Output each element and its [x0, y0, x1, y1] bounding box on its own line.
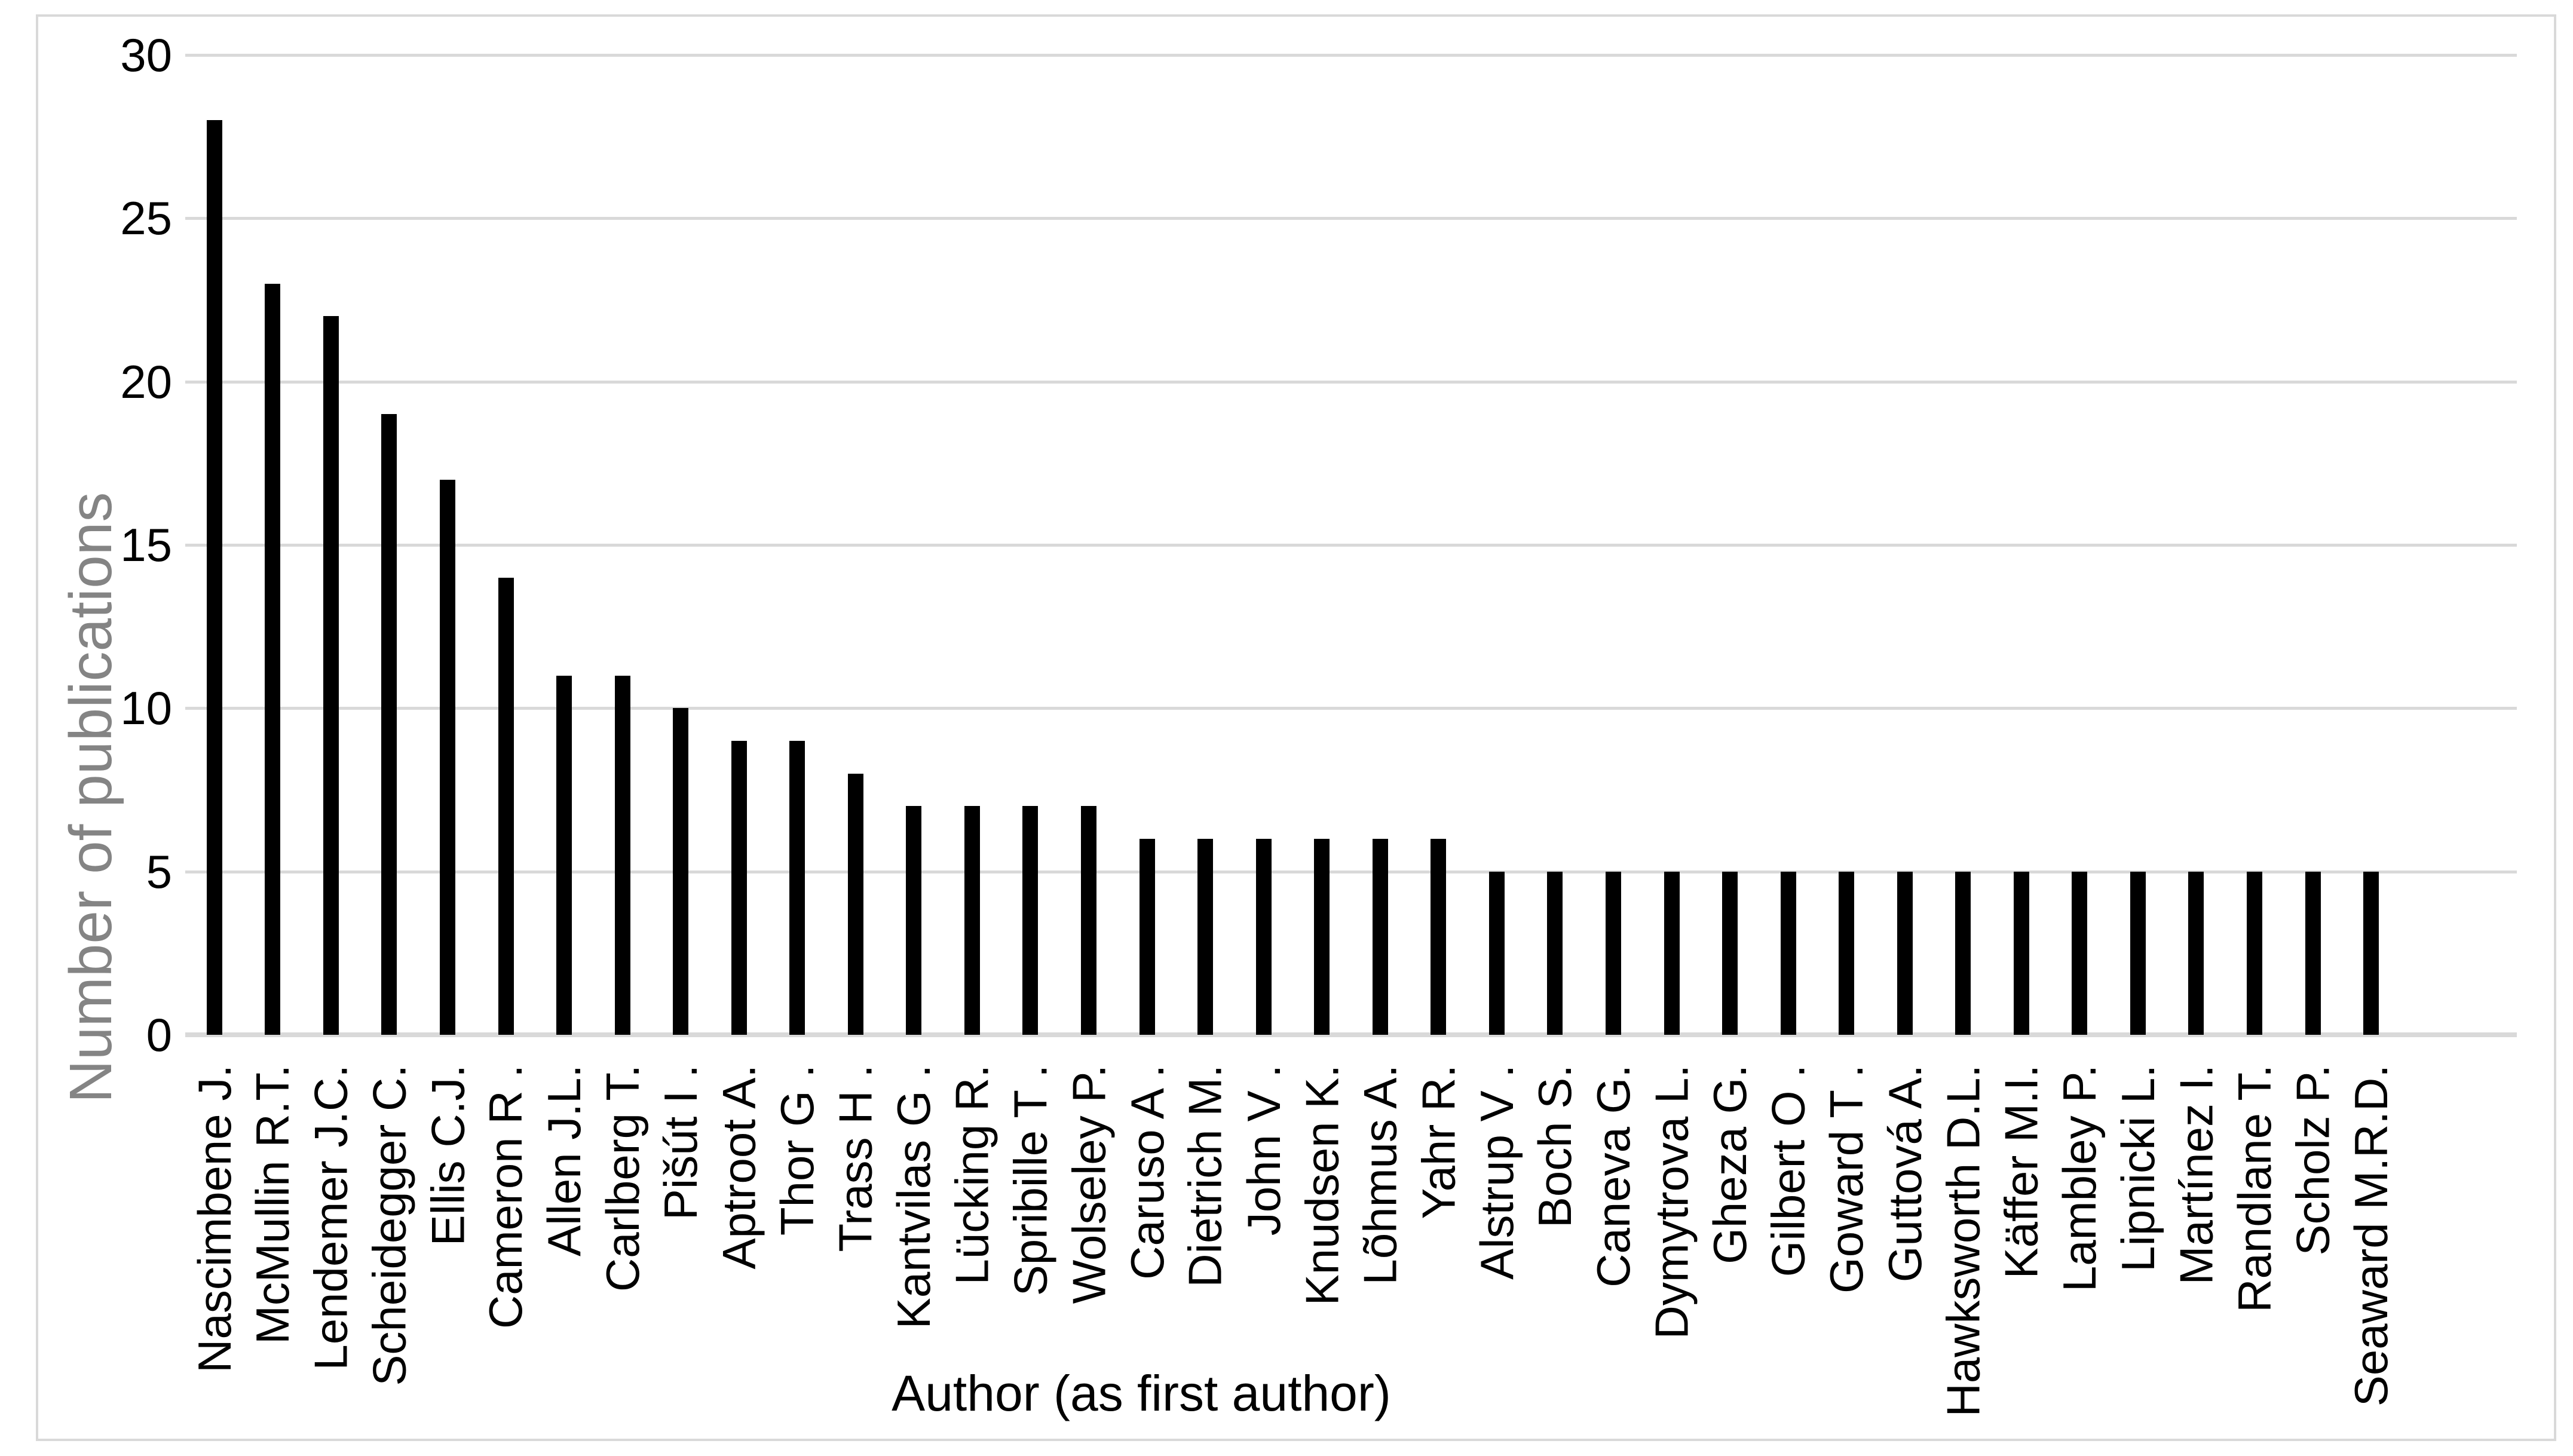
x-category-label: Lücking R. [945, 1065, 998, 1285]
x-category-label: Caruso A . [1120, 1065, 1174, 1280]
x-category-label: Carlberg T. [596, 1065, 649, 1292]
x-category-label: Alstrup V . [1470, 1065, 1523, 1280]
x-axis-title: Author (as first author) [892, 1365, 1391, 1421]
x-category-label: Aptroot A. [712, 1065, 765, 1270]
x-category-label: Lõhmus A. [1353, 1065, 1407, 1285]
bar [1547, 871, 1563, 1035]
bar [1255, 839, 1272, 1035]
bar [1488, 871, 1505, 1035]
bar [556, 675, 572, 1035]
bar [265, 283, 281, 1035]
bar [2188, 871, 2204, 1035]
bar [381, 414, 397, 1035]
bar [614, 675, 630, 1035]
x-category-label: Ellis C.J. [421, 1065, 474, 1246]
bar [439, 479, 455, 1035]
bar [1431, 839, 1447, 1035]
gridline-25 [185, 217, 2517, 220]
y-tick-label: 10 [120, 682, 172, 735]
x-category-label: Trass H . [829, 1065, 882, 1252]
y-tick-label: 15 [120, 519, 172, 571]
bar [847, 773, 863, 1035]
y-tick-label: 0 [146, 1009, 172, 1061]
x-category-label: Scheidegger C. [363, 1065, 416, 1386]
bar [206, 120, 222, 1035]
bar [1314, 839, 1330, 1035]
x-category-label: Gilbert O . [1762, 1065, 1815, 1277]
x-category-label: Scholz P. [2286, 1065, 2339, 1256]
plot-area [185, 54, 2517, 1037]
x-category-label: Yahr R. [1412, 1065, 1465, 1219]
x-category-label: Nascimbene J. [188, 1065, 241, 1373]
bar [1780, 871, 1796, 1035]
x-category-label: Boch S. [1529, 1065, 1582, 1228]
bar [673, 708, 689, 1035]
x-category-label: Cameron R . [479, 1065, 532, 1329]
gridline-20 [185, 380, 2517, 384]
bar [2363, 871, 2379, 1035]
y-axis-title: Number of publications [57, 492, 124, 1104]
gridline-30 [185, 54, 2517, 57]
bar [1664, 871, 1680, 1035]
bar [1605, 871, 1621, 1035]
x-category-label: Dietrich M. [1179, 1065, 1232, 1288]
bar [731, 741, 747, 1035]
bar [1081, 806, 1097, 1035]
x-category-label: Thor G . [771, 1065, 824, 1236]
bar [2305, 871, 2321, 1035]
x-category-label: Kantvilas G . [887, 1065, 941, 1329]
x-category-label: Lendemer J.C. [304, 1065, 357, 1371]
y-tick-label: 20 [120, 355, 172, 408]
x-category-label: Seaward M.R.D. [2345, 1065, 2398, 1407]
x-category-label: McMullin R.T. [246, 1065, 299, 1345]
bar [1139, 839, 1155, 1035]
bar [2130, 871, 2146, 1035]
x-category-label: Dymytrova L. [1645, 1065, 1698, 1339]
bar [1022, 806, 1039, 1035]
bar [498, 577, 514, 1035]
bar [1722, 871, 1738, 1035]
bar [323, 316, 339, 1035]
bar [2247, 871, 2263, 1035]
bar [2072, 871, 2088, 1035]
x-category-label: Randlane T. [2228, 1065, 2281, 1313]
x-category-label: Käffer M.I. [1995, 1065, 2048, 1279]
gridline-10 [185, 707, 2517, 710]
y-tick-label: 25 [120, 192, 172, 245]
x-category-label: Lipnicki L. [2111, 1065, 2164, 1272]
x-category-label: Knudsen K. [1295, 1065, 1349, 1306]
x-category-label: Lambley P. [2053, 1065, 2106, 1292]
x-category-label: Caneva G. [1586, 1065, 1640, 1288]
x-category-label: Martínez I. [2170, 1065, 2223, 1285]
x-category-label: Allen J.L. [538, 1065, 591, 1256]
x-category-label: Pišút I . [654, 1065, 707, 1221]
x-category-label: Spribille T . [1004, 1065, 1057, 1296]
x-category-label: Hawksworth D.L. [1937, 1065, 1990, 1417]
bar [1372, 839, 1388, 1035]
bar [789, 741, 805, 1035]
bar [1197, 839, 1214, 1035]
y-tick-label: 30 [120, 29, 172, 81]
bar [906, 806, 922, 1035]
x-category-label: Wolseley P. [1062, 1065, 1116, 1304]
bar [1839, 871, 1855, 1035]
x-category-label: Goward T . [1820, 1065, 1873, 1293]
y-tick-label: 5 [146, 845, 172, 898]
bar [2013, 871, 2029, 1035]
gridline-15 [185, 544, 2517, 547]
bar [964, 806, 980, 1035]
x-category-label: Gheza G. [1704, 1065, 1757, 1264]
x-category-label: Guttová A. [1878, 1065, 1931, 1283]
x-axis-line [185, 1032, 2517, 1037]
bar [1897, 871, 1913, 1035]
gridline-5 [185, 870, 2517, 873]
x-category-label: John V . [1237, 1065, 1290, 1236]
bar [1955, 871, 1971, 1035]
chart-border [36, 14, 2556, 1441]
